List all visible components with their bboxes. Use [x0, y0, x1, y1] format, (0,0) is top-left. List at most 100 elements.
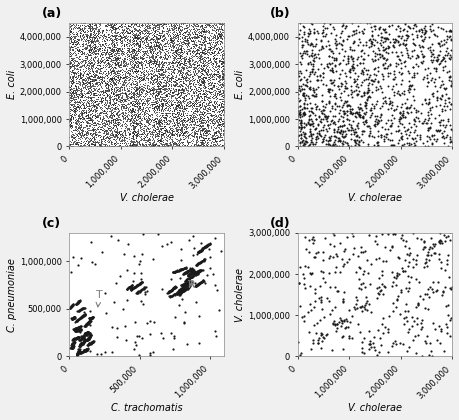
Point [92, 54, 99, 60]
Point [136, 332, 143, 339]
Point [205, 70, 213, 77]
Point [78, 62, 85, 69]
Point [102, 33, 110, 40]
Point [198, 137, 206, 144]
Point [106, 121, 113, 127]
Point [221, 122, 228, 129]
Point [87, 37, 94, 43]
Point [212, 102, 219, 109]
Point [74, 299, 82, 306]
Point [106, 97, 114, 104]
Point [196, 267, 204, 274]
Point [139, 100, 146, 106]
Point [92, 99, 99, 105]
Point [105, 40, 112, 47]
Point [207, 137, 214, 144]
Point [166, 88, 173, 95]
Point [112, 57, 120, 64]
Point [425, 294, 432, 301]
Point [73, 351, 81, 357]
Point [150, 44, 157, 50]
Point [180, 104, 188, 111]
Point [66, 37, 73, 44]
Point [65, 141, 72, 148]
Point [317, 61, 324, 68]
Point [162, 105, 169, 111]
Point [215, 123, 222, 130]
Point [212, 56, 219, 63]
Point [207, 84, 215, 91]
Point [99, 116, 106, 122]
Point [111, 73, 118, 80]
Point [134, 47, 141, 54]
Point [78, 129, 85, 135]
Point [210, 26, 218, 33]
Point [83, 81, 90, 87]
Point [80, 115, 87, 122]
Point [353, 121, 361, 128]
Point [197, 133, 204, 140]
Point [201, 124, 208, 131]
Point [150, 40, 157, 47]
Point [114, 133, 121, 139]
Point [448, 126, 455, 133]
Point [73, 120, 80, 126]
Point [187, 85, 194, 92]
Point [184, 38, 191, 45]
Point [118, 22, 125, 29]
Point [217, 114, 224, 121]
Point [436, 41, 443, 47]
Point [213, 134, 221, 140]
Point [207, 134, 214, 140]
Point [69, 74, 77, 80]
Point [99, 92, 106, 98]
Point [197, 61, 205, 68]
Point [200, 257, 207, 264]
Point [128, 42, 135, 49]
Point [212, 106, 219, 113]
Point [295, 280, 302, 287]
Point [180, 69, 187, 76]
Point [136, 115, 144, 121]
Point [179, 111, 187, 118]
Point [313, 77, 321, 84]
Point [155, 117, 162, 124]
Point [155, 99, 162, 105]
Point [157, 32, 165, 38]
Point [184, 122, 191, 129]
Point [203, 123, 211, 129]
Point [205, 54, 212, 61]
Point [168, 131, 175, 137]
Point [95, 120, 102, 126]
Point [156, 144, 163, 151]
Point [149, 55, 157, 62]
Point [79, 80, 87, 87]
Point [190, 123, 198, 130]
Point [197, 78, 204, 85]
Point [158, 63, 165, 70]
Point [79, 81, 87, 87]
Point [123, 73, 130, 80]
Point [80, 132, 88, 139]
Point [85, 74, 92, 81]
Point [218, 74, 226, 80]
Point [165, 69, 173, 76]
Point [181, 71, 188, 78]
Point [127, 94, 134, 101]
Point [360, 55, 368, 62]
Point [70, 339, 77, 346]
Point [294, 86, 302, 93]
Point [134, 31, 141, 37]
Point [120, 49, 128, 56]
Point [194, 31, 201, 37]
Point [203, 142, 211, 148]
Point [183, 102, 190, 109]
Point [96, 63, 104, 69]
Point [212, 60, 219, 67]
Point [108, 132, 116, 139]
Point [132, 60, 139, 67]
Point [214, 86, 222, 92]
Point [106, 37, 113, 44]
Point [171, 79, 178, 86]
Point [216, 88, 223, 95]
